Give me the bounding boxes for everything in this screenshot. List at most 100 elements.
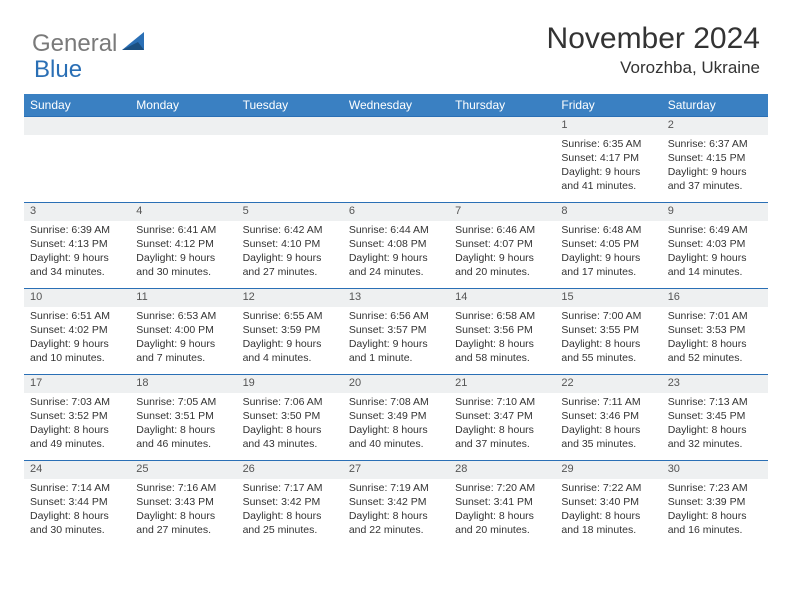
day-number-cell: 13 (343, 289, 449, 307)
sunset-text: Sunset: 3:56 PM (455, 324, 533, 336)
logo-triangle-icon (122, 32, 148, 57)
daylight-text: Daylight: 8 hours and 46 minutes. (136, 424, 215, 450)
sunrise-text: Sunrise: 7:23 AM (668, 482, 748, 494)
daylight-text: Daylight: 9 hours and 4 minutes. (243, 338, 322, 364)
logo-text-blue: Blue (34, 56, 82, 83)
daylight-text: Daylight: 8 hours and 43 minutes. (243, 424, 322, 450)
day-number-cell: 25 (130, 461, 236, 479)
sunrise-text: Sunrise: 6:44 AM (349, 224, 429, 236)
day-content-cell: Sunrise: 7:08 AMSunset: 3:49 PMDaylight:… (343, 393, 449, 461)
daylight-text: Daylight: 9 hours and 34 minutes. (30, 252, 109, 278)
day-content-cell (449, 135, 555, 203)
month-title: November 2024 (547, 22, 760, 56)
daylight-text: Daylight: 8 hours and 55 minutes. (561, 338, 640, 364)
day-content-cell: Sunrise: 6:35 AMSunset: 4:17 PMDaylight:… (555, 135, 661, 203)
day-header: Saturday (662, 94, 768, 117)
title-block: November 2024 Vorozhba, Ukraine (547, 22, 760, 78)
sunset-text: Sunset: 3:43 PM (136, 496, 214, 508)
day-content-cell: Sunrise: 6:37 AMSunset: 4:15 PMDaylight:… (662, 135, 768, 203)
daylight-text: Daylight: 8 hours and 30 minutes. (30, 510, 109, 536)
day-content-cell: Sunrise: 7:01 AMSunset: 3:53 PMDaylight:… (662, 307, 768, 375)
daylight-text: Daylight: 9 hours and 27 minutes. (243, 252, 322, 278)
day-content-cell: Sunrise: 7:11 AM Sunset: 3:46 PM Daylight:… (555, 393, 661, 461)
sunrise-text: Sunrise: 7:00 AM (561, 310, 641, 322)
sunrise-text: Sunrise: 7:14 AM (30, 482, 110, 494)
sunrise-text: Sunrise: 7:05 AM (136, 396, 216, 408)
sunrise-text: Sunrise: 7:08 AM (349, 396, 429, 408)
day-content-cell (24, 135, 130, 203)
day-number-cell (237, 117, 343, 135)
day-number-cell: 9 (662, 203, 768, 221)
sunset-text: Sunset: 3:39 PM (668, 496, 746, 508)
day-content-cell: Sunrise: 7:20 AMSunset: 3:41 PMDaylight:… (449, 479, 555, 547)
day-content-cell: Sunrise: 6:46 AMSunset: 4:07 PMDaylight:… (449, 221, 555, 289)
day-content-cell: Sunrise: 6:49 AMSunset: 4:03 PMDaylight:… (662, 221, 768, 289)
day-number-row: 3456789 (24, 203, 768, 221)
day-content-cell: Sunrise: 7:22 AMSunset: 3:40 PMDaylight:… (555, 479, 661, 547)
daylight-text: Daylight: 8 hours and 58 minutes. (455, 338, 534, 364)
sunrise-text: Sunrise: 7:16 AM (136, 482, 216, 494)
daylight-text: Daylight: 9 hours and 24 minutes. (349, 252, 428, 278)
day-content-cell: Sunrise: 7:17 AMSunset: 3:42 PMDaylight:… (237, 479, 343, 547)
day-content-cell: Sunrise: 7:19 AMSunset: 3:42 PMDaylight:… (343, 479, 449, 547)
sunrise-text: Sunrise: 7:03 AM (30, 396, 110, 408)
daylight-text: Daylight: 8 hours and 18 minutes. (561, 510, 640, 536)
logo-sub: Blue (34, 56, 82, 84)
day-number-cell: 1 (555, 117, 661, 135)
day-number-row: 17181920212223 (24, 375, 768, 393)
day-content-row: Sunrise: 6:39 AM Sunset: 4:13 PM Daylight:… (24, 221, 768, 289)
day-number-cell: 7 (449, 203, 555, 221)
daylight-text: Daylight: 9 hours and 7 minutes. (136, 338, 215, 364)
day-content-cell: Sunrise: 7:23 AM Sunset: 3:39 PM Daylight:… (662, 479, 768, 547)
day-number-cell (24, 117, 130, 135)
daylight-text: Daylight: 8 hours and 37 minutes. (455, 424, 534, 450)
day-number-cell: 24 (24, 461, 130, 479)
day-header: Monday (130, 94, 236, 117)
daylight-text: Daylight: 9 hours and 1 minute. (349, 338, 428, 364)
sunset-text: Sunset: 3:42 PM (243, 496, 321, 508)
day-number-cell: 22 (555, 375, 661, 393)
sunset-text: Sunset: 4:02 PM (30, 324, 108, 336)
sunset-text: Sunset: 3:45 PM (668, 410, 746, 422)
daylight-text: Daylight: 9 hours and 37 minutes. (668, 166, 747, 192)
day-content-cell: Sunrise: 6:48 AMSunset: 4:05 PMDaylight:… (555, 221, 661, 289)
sunset-text: Sunset: 3:47 PM (455, 410, 533, 422)
sunrise-text: Sunrise: 6:49 AM (668, 224, 748, 236)
sunrise-text: Sunrise: 7:17 AM (243, 482, 323, 494)
location: Vorozhba, Ukraine (547, 58, 760, 78)
day-number-cell: 11 (130, 289, 236, 307)
sunset-text: Sunset: 3:46 PM (561, 410, 639, 422)
sunset-text: Sunset: 3:51 PM (136, 410, 214, 422)
day-number-cell: 16 (662, 289, 768, 307)
day-content-cell: Sunrise: 6:56 AMSunset: 3:57 PMDaylight:… (343, 307, 449, 375)
day-content-row: Sunrise: 7:03 AM Sunset: 3:52 PM Daylight:… (24, 393, 768, 461)
day-number-cell: 19 (237, 375, 343, 393)
day-content-cell: Sunrise: 6:55 AMSunset: 3:59 PMDaylight:… (237, 307, 343, 375)
sunrise-text: Sunrise: 7:20 AM (455, 482, 535, 494)
day-content-cell (237, 135, 343, 203)
daylight-text: Daylight: 9 hours and 30 minutes. (136, 252, 215, 278)
sunset-text: Sunset: 3:52 PM (30, 410, 108, 422)
sunrise-text: Sunrise: 6:39 AM (30, 224, 110, 236)
day-content-cell: Sunrise: 6:41 AMSunset: 4:12 PMDaylight:… (130, 221, 236, 289)
day-number-cell: 17 (24, 375, 130, 393)
daylight-text: Daylight: 8 hours and 32 minutes. (668, 424, 747, 450)
sunset-text: Sunset: 4:08 PM (349, 238, 427, 250)
daylight-text: Daylight: 9 hours and 41 minutes. (561, 166, 640, 192)
day-content-cell: Sunrise: 7:06 AMSunset: 3:50 PMDaylight:… (237, 393, 343, 461)
day-content-cell: Sunrise: 6:39 AM Sunset: 4:13 PM Daylight:… (24, 221, 130, 289)
day-number-cell: 23 (662, 375, 768, 393)
sunset-text: Sunset: 3:53 PM (668, 324, 746, 336)
daylight-text: Daylight: 8 hours and 16 minutes. (668, 510, 747, 536)
sunset-text: Sunset: 3:42 PM (349, 496, 427, 508)
day-number-cell: 2 (662, 117, 768, 135)
sunrise-text: Sunrise: 6:53 AM (136, 310, 216, 322)
header: General November 2024 Vorozhba, Ukraine (0, 0, 792, 86)
day-number-cell: 20 (343, 375, 449, 393)
daylight-text: Daylight: 8 hours and 35 minutes. (561, 424, 640, 450)
sunset-text: Sunset: 3:55 PM (561, 324, 639, 336)
sunset-text: Sunset: 4:13 PM (30, 238, 108, 250)
day-content-cell: Sunrise: 6:58 AMSunset: 3:56 PMDaylight:… (449, 307, 555, 375)
day-number-row: 10111213141516 (24, 289, 768, 307)
sunrise-text: Sunrise: 7:11 AM (561, 396, 640, 408)
